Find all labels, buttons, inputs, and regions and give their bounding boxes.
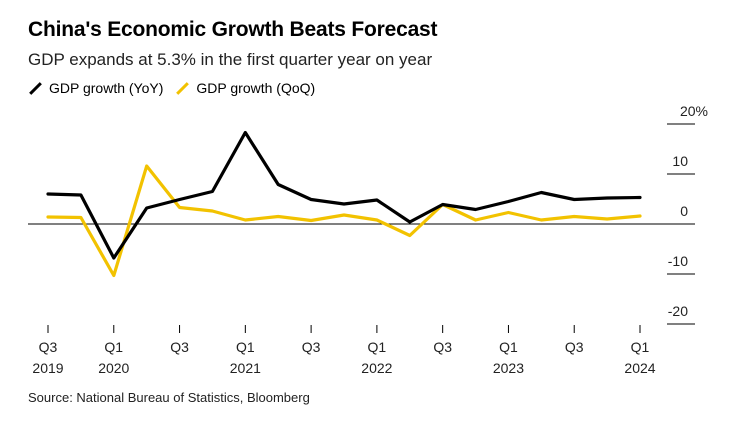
x-tick-year-label: 2019 (32, 360, 63, 376)
y-tick-label: 20% (680, 103, 708, 119)
y-tick-label: 0 (680, 203, 688, 219)
x-tick-label: Q1 (499, 339, 518, 355)
legend: GDP growth (YoY) GDP growth (QoQ) (28, 80, 315, 96)
x-tick-label: Q3 (565, 339, 584, 355)
chart-title: China's Economic Growth Beats Forecast (28, 18, 438, 41)
series-line-yoy (46, 130, 642, 260)
x-tick-year-label: 2021 (230, 360, 261, 376)
x-tick-label: Q3 (302, 339, 321, 355)
legend-entry-qoq: GDP growth (QoQ) (175, 80, 315, 96)
x-tick-label: Q1 (631, 339, 650, 355)
y-tick-label: -10 (668, 253, 688, 269)
x-tick-year-label: 2020 (98, 360, 129, 376)
x-tick-year-label: 2024 (624, 360, 655, 376)
x-tick-label: Q1 (236, 339, 255, 355)
x-tick-label: Q3 (170, 339, 189, 355)
series-line-qoq (46, 164, 642, 278)
x-tick-label: Q3 (433, 339, 452, 355)
x-tick-label: Q1 (104, 339, 123, 355)
legend-label-yoy: GDP growth (YoY) (49, 80, 164, 96)
y-tick-label: 10 (672, 153, 688, 169)
legend-entry-yoy: GDP growth (YoY) (28, 80, 163, 96)
x-tick-label: Q3 (39, 339, 58, 355)
source-note: Source: National Bureau of Statistics, B… (28, 390, 310, 405)
y-tick-label: -20 (668, 303, 688, 319)
x-tick-label: Q1 (368, 339, 387, 355)
x-tick-year-label: 2022 (361, 360, 392, 376)
chart-subtitle: GDP expands at 5.3% in the first quarter… (28, 50, 433, 69)
x-tick-year-label: 2023 (493, 360, 524, 376)
legend-label-qoq: GDP growth (QoQ) (196, 80, 316, 96)
